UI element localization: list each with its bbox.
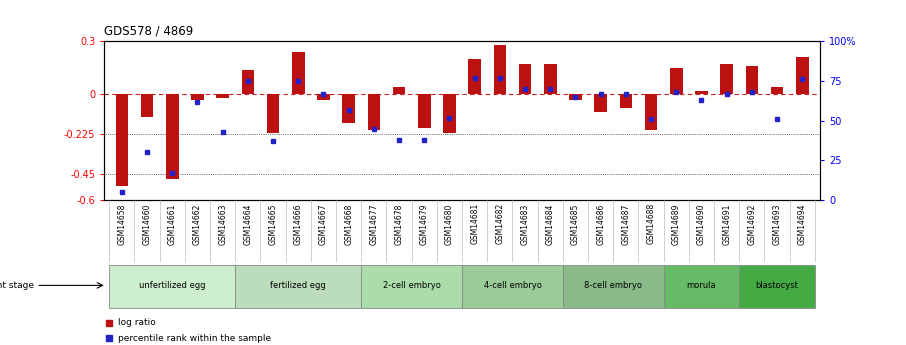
Bar [140,94,153,117]
Bar [217,94,229,98]
Text: GSM14692: GSM14692 [747,203,757,245]
Text: log ratio: log ratio [118,318,156,327]
Text: GSM14680: GSM14680 [445,203,454,245]
Bar [771,87,784,94]
Bar [361,265,462,308]
Text: GSM14668: GSM14668 [344,203,353,245]
Text: 8-cell embryo: 8-cell embryo [584,281,642,290]
Bar [418,94,430,128]
Text: development stage: development stage [0,281,34,290]
Text: 4-cell embryo: 4-cell embryo [484,281,542,290]
Bar [695,91,708,94]
Text: GSM14691: GSM14691 [722,203,731,245]
Text: GSM14662: GSM14662 [193,203,202,245]
Bar [191,94,204,100]
Bar [342,94,355,122]
Bar [292,52,304,94]
Bar [494,45,506,94]
Bar [393,87,405,94]
Bar [317,94,330,100]
Bar [563,265,664,308]
Text: unfertilized egg: unfertilized egg [139,281,206,290]
Bar [664,265,739,308]
Text: GSM14684: GSM14684 [545,203,554,245]
Text: GSM14664: GSM14664 [244,203,253,245]
Text: morula: morula [687,281,717,290]
Bar [236,265,361,308]
Text: GSM14667: GSM14667 [319,203,328,245]
Text: GSM14666: GSM14666 [294,203,303,245]
Bar [620,94,632,108]
Text: fertilized egg: fertilized egg [270,281,326,290]
Text: GSM14689: GSM14689 [671,203,680,245]
Text: GDS578 / 4869: GDS578 / 4869 [104,24,194,37]
Bar [720,64,733,94]
Text: GSM14681: GSM14681 [470,203,479,245]
Bar [166,94,178,179]
Text: GSM14683: GSM14683 [521,203,530,245]
Text: GSM14688: GSM14688 [647,203,656,245]
Text: GSM14687: GSM14687 [622,203,631,245]
Bar [670,68,682,94]
Bar [796,57,808,94]
Bar [266,94,279,133]
Text: GSM14678: GSM14678 [394,203,403,245]
Bar [544,64,556,94]
Text: GSM14694: GSM14694 [798,203,806,245]
Bar [645,94,658,130]
Text: GSM14693: GSM14693 [773,203,782,245]
Bar [242,70,255,94]
Text: GSM14682: GSM14682 [496,203,505,245]
Bar [739,265,814,308]
Bar [594,94,607,112]
Bar [443,94,456,133]
Bar [368,94,381,130]
Text: GSM14660: GSM14660 [142,203,151,245]
Text: percentile rank within the sample: percentile rank within the sample [118,334,271,343]
Text: GSM14685: GSM14685 [571,203,580,245]
Bar [110,265,236,308]
Text: GSM14686: GSM14686 [596,203,605,245]
Text: GSM14661: GSM14661 [168,203,177,245]
Bar [462,265,563,308]
Text: GSM14690: GSM14690 [697,203,706,245]
Bar [468,59,481,94]
Bar [519,64,531,94]
Text: GSM14665: GSM14665 [268,203,277,245]
Text: GSM14679: GSM14679 [419,203,429,245]
Text: GSM14663: GSM14663 [218,203,227,245]
Text: 2-cell embryo: 2-cell embryo [382,281,440,290]
Text: GSM14677: GSM14677 [370,203,379,245]
Text: blastocyst: blastocyst [756,281,798,290]
Bar [116,94,128,186]
Text: GSM14658: GSM14658 [118,203,126,245]
Bar [746,66,758,94]
Bar [569,94,582,100]
